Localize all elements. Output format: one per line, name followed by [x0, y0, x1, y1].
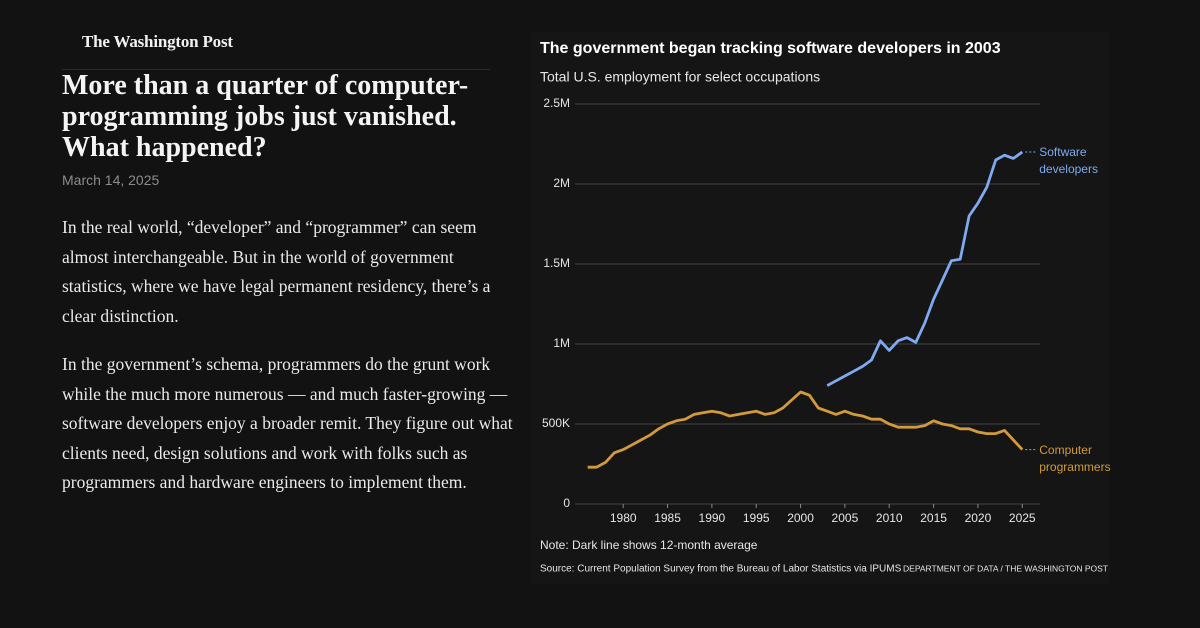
x-tick-label: 2015: [920, 511, 947, 525]
x-tick-label: 2010: [876, 511, 903, 525]
x-tick-label: 1980: [610, 511, 637, 525]
y-tick-label: 0: [563, 496, 570, 510]
y-tick-label: 2.5M: [543, 96, 570, 110]
date: March 14, 2025: [62, 172, 160, 188]
chart-panel: The government began tracking software d…: [530, 32, 1111, 584]
logo: The Washington Post: [82, 32, 233, 51]
series-line: [826, 150, 1024, 387]
chart-subtitle: Total U.S. employment for select occupat…: [540, 69, 820, 85]
y-tick-label: 1M: [553, 336, 570, 350]
series-label: Software developers: [1039, 145, 1098, 176]
chart: The government began tracking software d…: [540, 40, 1108, 575]
chart-title: The government began tracking software d…: [540, 40, 1001, 57]
x-tick-label: 2005: [832, 511, 859, 525]
y-tick-label: 2M: [553, 176, 570, 190]
divider: [62, 69, 490, 70]
x-tick-label: 2025: [1009, 511, 1036, 525]
y-tick-label: 500K: [542, 416, 570, 430]
y-tick-label: 1.5M: [543, 256, 570, 270]
credit: DEPARTMENT OF DATA / THE WASHINGTON POST: [903, 563, 1108, 573]
paragraph: In the government’s schema, programmers …: [62, 354, 513, 492]
x-tick-label: 1990: [699, 511, 726, 525]
x-tick-label: 2000: [787, 511, 814, 525]
series-label: Computer programmers: [1039, 442, 1111, 474]
source: Source: Current Population Survey from t…: [540, 564, 902, 575]
x-tick-label: 2020: [965, 511, 992, 525]
x-tick-label: 1995: [743, 511, 770, 525]
x-tick-label: 1985: [654, 511, 681, 525]
note: Note: Dark line shows 12-month average: [540, 538, 758, 552]
headline: More than a quarter of computer-programm…: [62, 70, 469, 163]
paragraph: In the real world, “developer” and “prog…: [62, 217, 491, 326]
series-line: [587, 390, 1024, 469]
